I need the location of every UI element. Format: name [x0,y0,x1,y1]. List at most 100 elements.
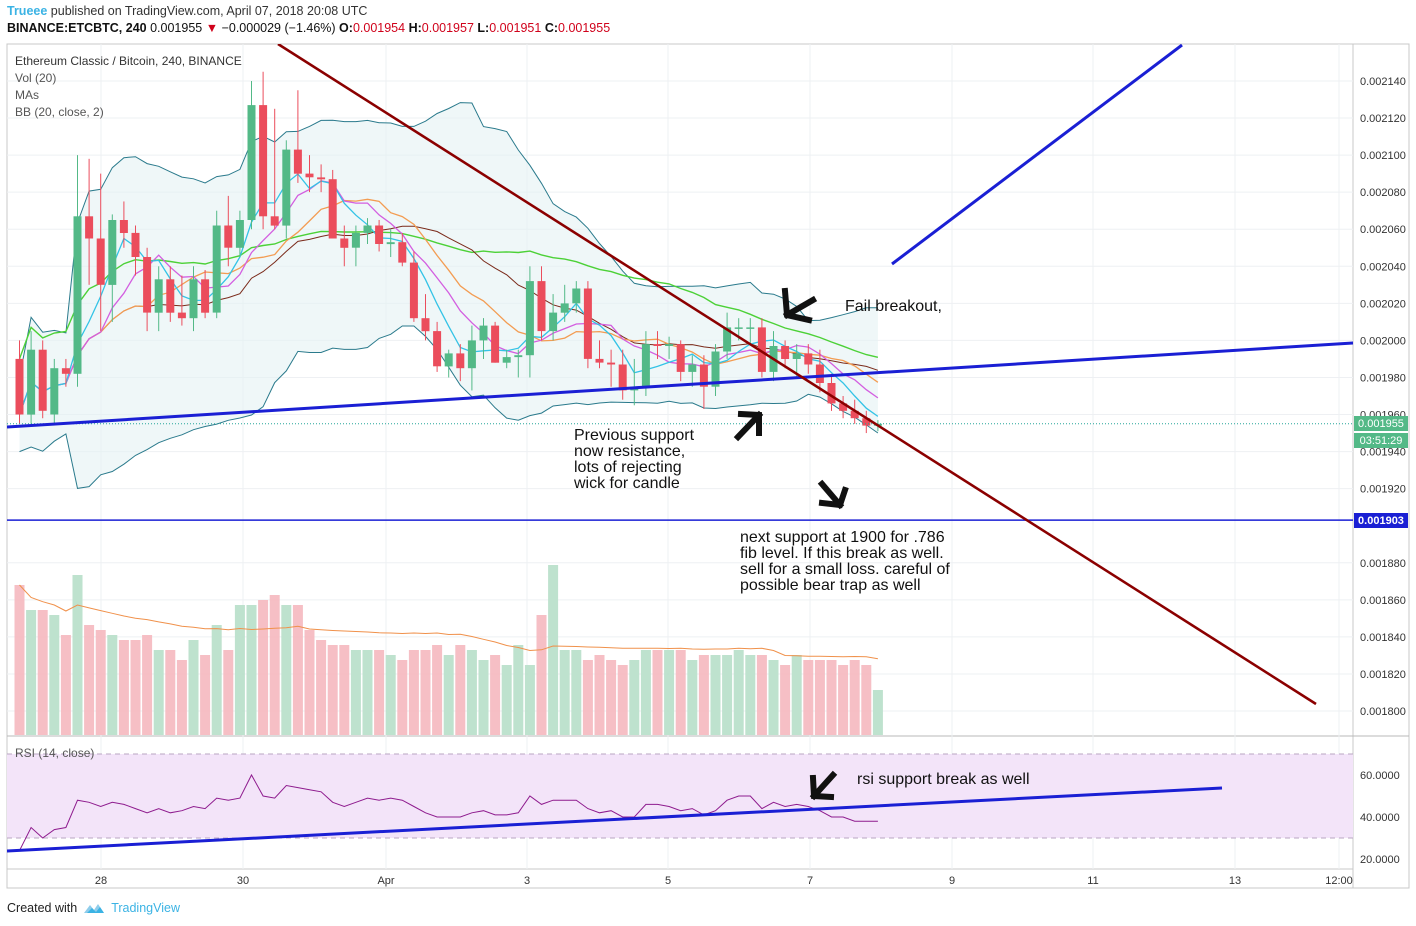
time-tick-label: 11 [1087,875,1098,887]
candle-body [259,105,268,217]
candle-body [525,281,534,356]
candle-body [746,327,755,329]
legend-volume[interactable]: Vol (20) [15,71,56,85]
volume-bar [803,660,814,735]
candle-body [560,303,569,313]
candle-body [815,364,824,383]
legend-rsi[interactable]: RSI (14, close) [15,746,94,760]
candle-body [467,340,476,369]
volume-bar [72,575,83,735]
volume-bar [582,660,593,735]
falling-resistance-trendline[interactable] [277,44,1317,706]
high-label: H: [408,21,422,35]
price-tick-label: 0.002140 [1360,76,1406,88]
volume-bar [200,655,211,735]
time-axis-labels: 28 30 Apr 3 5 7 9 11 13 12:00 [95,875,1353,887]
candle-body [108,220,117,285]
candle-body [607,362,616,365]
price-change: −0.000029 (−1.46%) [221,21,336,35]
volume-bar [118,640,129,735]
prev-support-line-1: Previous support [574,427,695,444]
candle-body [247,105,256,220]
legend-pair: Ethereum Classic / Bitcoin, 240, BINANCE [15,54,242,68]
bollinger-upper [19,102,878,378]
volume-bar [640,650,651,735]
last-price: 0.001955 [150,21,203,35]
candle-body [38,349,47,411]
candle-body [409,262,418,319]
candle-body [421,318,430,332]
candle-body [433,331,442,367]
volume-bar [292,605,303,735]
candle-body [514,355,523,358]
candle-body [618,364,627,391]
candle-body [502,357,511,363]
price-tick-label: 0.002100 [1360,150,1406,162]
volume-bar [745,655,756,735]
next-support-line-2: fib level. If this break as well. [740,545,944,562]
candle-body [804,353,813,365]
volume-bar [698,655,709,735]
tradingview-logo-icon[interactable] [83,902,105,914]
rising-support-trendline[interactable] [7,341,1353,429]
price-tick-label: 0.001840 [1360,632,1406,644]
volume-bar [269,595,280,735]
candle-body [85,216,94,239]
rsi-note: rsi support break as well [857,771,1030,788]
candle-body [317,177,326,180]
candle-body [282,149,291,226]
candle-body [131,232,140,257]
candle-body [375,225,384,244]
candle-body [699,364,708,387]
time-tick-label: Apr [377,875,394,887]
candle-body [711,351,720,387]
legend-mas[interactable]: MAs [15,88,39,102]
volume-bar [14,585,25,735]
volume-bar [872,690,883,735]
volume-bar [849,660,860,735]
time-tick-label: 7 [807,875,813,887]
candle-body [61,368,70,374]
ma-long-line [18,230,879,360]
candle-body [757,327,766,372]
candle-body [688,364,697,372]
candle-body [305,173,314,178]
candle-body [537,281,546,332]
candle-body [862,418,871,426]
level-badge [1354,513,1408,528]
countdown-badge-text: 03:51:29 [1360,435,1403,447]
price-tick-label: 0.001920 [1360,484,1406,496]
countdown-badge [1354,433,1408,448]
tradingview-link[interactable]: TradingView [111,901,180,915]
candle-body [549,312,558,332]
volume-bar [153,650,164,735]
volume-bar [675,650,686,735]
volume-bar [246,605,257,735]
ma-cyan-line [18,173,879,417]
author-link[interactable]: Trueee [7,4,48,18]
published-text: published on TradingView.com, April 07, … [47,4,368,18]
volume-bar [768,660,779,735]
volume-bar [571,650,582,735]
candle-body [386,242,395,245]
rising-projection-trendline[interactable] [891,44,1183,266]
price-tick-label: 0.001940 [1360,447,1406,459]
candle-body [73,216,82,374]
legend-bollinger[interactable]: BB (20, close, 2) [15,105,104,119]
high-value: 0.001957 [421,21,474,35]
price-tick-label: 0.002000 [1360,335,1406,347]
symbol-name: BINANCE:ETCBTC, 240 [7,21,147,35]
prev-support-line-4: wick for candle [573,475,680,492]
ma-violet-line [18,180,879,415]
volume-bar [536,615,547,735]
candle-body [827,383,836,404]
rsi-support-trendline[interactable] [7,786,1223,853]
low-value: 0.001951 [489,21,542,35]
candle-body [676,344,685,372]
candle-body [850,410,859,419]
candle-body [177,312,186,319]
volume-bar [327,645,338,735]
candle-body [653,344,662,346]
volume-bar [95,630,106,735]
